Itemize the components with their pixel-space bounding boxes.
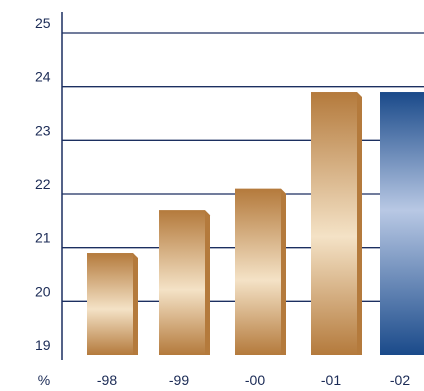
bar-00 — [235, 188, 286, 355]
bar-99 — [159, 210, 210, 355]
bar-front — [159, 210, 205, 355]
bar-98 — [87, 253, 138, 355]
y-tick-label: 21 — [35, 230, 51, 246]
x-tick-label: -02 — [390, 372, 410, 388]
y-tick-labels: 19 20 21 22 23 24 25 — [35, 15, 51, 353]
bar-front — [380, 92, 424, 356]
x-tick-label: -99 — [169, 372, 189, 388]
y-tick-label: 22 — [35, 176, 51, 192]
x-tick-label: -01 — [321, 372, 341, 388]
bar-side — [205, 210, 210, 355]
unit-label: % — [38, 372, 50, 388]
x-tick-label: -00 — [245, 372, 265, 388]
x-tick-labels: % -98 -99 -00 -01 -02 — [38, 372, 411, 388]
bar-01 — [311, 92, 362, 356]
y-tick-label: 23 — [35, 122, 51, 138]
bar-side — [133, 253, 138, 355]
y-tick-label: 19 — [35, 337, 51, 353]
bar-front — [235, 188, 281, 355]
bar-front — [87, 253, 133, 355]
y-tick-label: 20 — [35, 283, 51, 299]
y-tick-label: 25 — [35, 15, 51, 31]
bar-front — [311, 92, 357, 356]
bars — [87, 92, 424, 356]
bar-side — [281, 188, 286, 355]
bar-02 — [380, 92, 424, 356]
y-tick-label: 24 — [35, 69, 51, 85]
x-tick-label: -98 — [97, 372, 117, 388]
bar-side — [357, 92, 362, 356]
